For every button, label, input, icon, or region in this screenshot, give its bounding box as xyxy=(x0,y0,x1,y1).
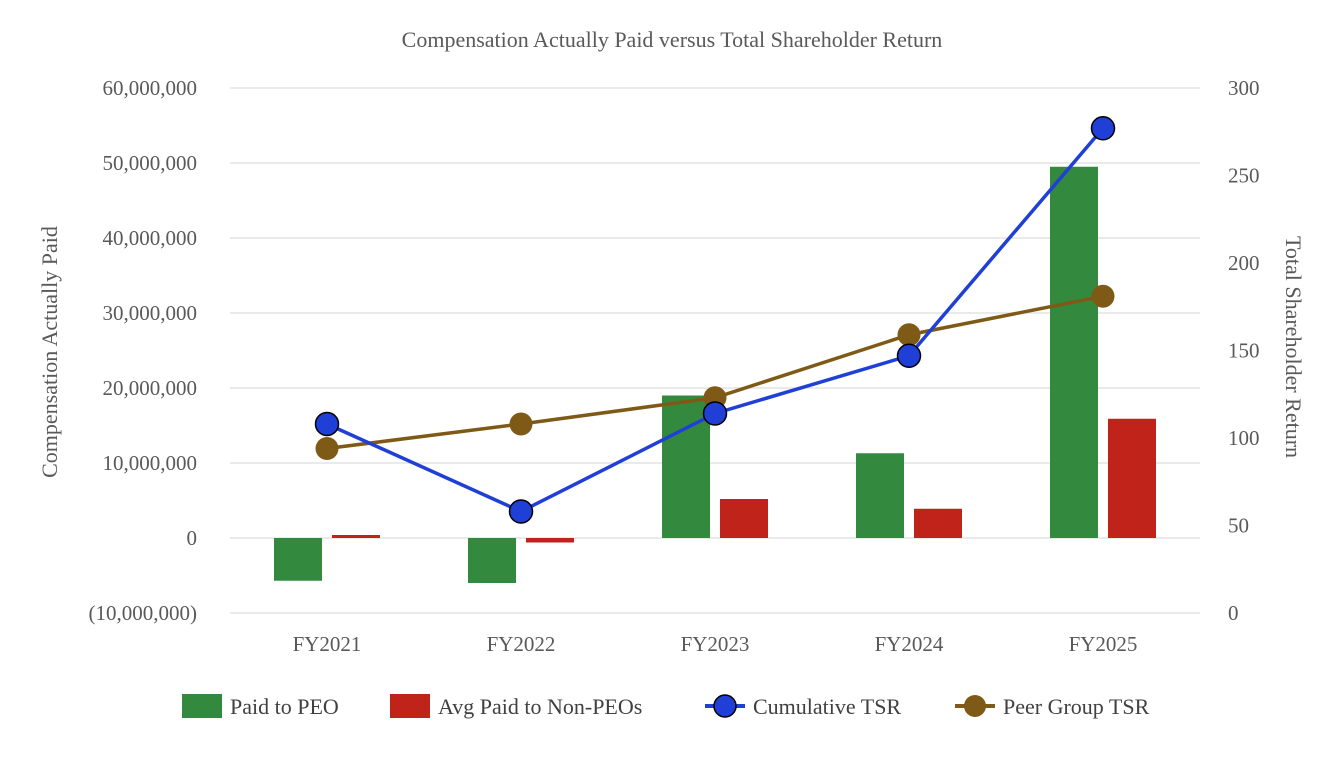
marker-cumulative-tsr xyxy=(702,401,728,426)
marker-cumulative-tsr xyxy=(314,411,340,437)
marker-cumulative-tsr xyxy=(1090,116,1116,141)
marker-peer-group-tsr xyxy=(1091,284,1115,308)
bar-paid-to-peo xyxy=(1050,166,1098,538)
bar-paid-to-peo xyxy=(662,395,710,538)
right-tick-label: 300 xyxy=(1228,76,1260,100)
legend-label-paid-to-peo: Paid to PEO xyxy=(230,694,339,719)
marker-cumulative-tsr xyxy=(896,343,922,368)
right-tick-label: 150 xyxy=(1228,339,1260,363)
right-axis-ticks: 300 250 200 150 100 50 0 xyxy=(1228,76,1260,625)
marker-cumulative-tsr xyxy=(508,499,534,524)
bar-avg-paid-to-non-peos xyxy=(1108,418,1156,538)
bar-avg-paid-to-non-peos xyxy=(526,538,574,543)
lines xyxy=(314,116,1116,524)
left-tick-label: 10,000,000 xyxy=(103,451,198,475)
marker-peer-group-tsr xyxy=(315,437,339,460)
right-tick-label: 200 xyxy=(1228,251,1260,275)
left-tick-label: (10,000,000) xyxy=(89,601,198,625)
legend-label-avg-paid-non-peos: Avg Paid to Non-PEOs xyxy=(438,694,642,719)
x-tick-label: FY2023 xyxy=(681,632,750,656)
bar-avg-paid-to-non-peos xyxy=(332,535,380,538)
right-axis-title: Total Shareholder Return xyxy=(1281,236,1306,458)
left-tick-label: 30,000,000 xyxy=(103,301,198,325)
bar-avg-paid-to-non-peos xyxy=(914,508,962,538)
left-axis-ticks: 60,000,000 50,000,000 40,000,000 30,000,000… xyxy=(89,76,198,625)
bar-avg-paid-to-non-peos xyxy=(720,499,768,538)
legend-marker-cumulative-tsr xyxy=(713,694,737,718)
x-tick-label: FY2024 xyxy=(875,632,944,656)
left-tick-label: 50,000,000 xyxy=(103,151,198,175)
chart-title: Compensation Actually Paid versus Total … xyxy=(402,27,943,52)
legend-label-cumulative-tsr: Cumulative TSR xyxy=(753,694,901,719)
left-tick-label: 20,000,000 xyxy=(103,376,198,400)
marker-peer-group-tsr xyxy=(897,323,921,347)
bar-paid-to-peo xyxy=(856,453,904,538)
left-tick-label: 60,000,000 xyxy=(103,76,198,100)
left-tick-label: 40,000,000 xyxy=(103,226,198,250)
right-tick-label: 100 xyxy=(1228,426,1260,450)
legend-marker-peer-group-tsr xyxy=(964,695,986,717)
legend: Paid to PEO Avg Paid to Non-PEOs Cumulat… xyxy=(182,694,1150,719)
legend-label-peer-group-tsr: Peer Group TSR xyxy=(1003,694,1150,719)
right-tick-label: 0 xyxy=(1228,601,1239,625)
left-tick-label: 0 xyxy=(187,526,198,550)
legend-swatch-avg-paid-non-peos xyxy=(390,694,430,718)
x-axis-ticks: FY2021 FY2022 FY2023 FY2024 FY2025 xyxy=(293,632,1138,656)
left-axis-title: Compensation Actually Paid xyxy=(37,226,62,478)
right-tick-label: 250 xyxy=(1228,164,1260,188)
bars xyxy=(274,166,1156,583)
marker-peer-group-tsr xyxy=(509,412,533,436)
x-tick-label: FY2025 xyxy=(1069,632,1138,656)
legend-swatch-paid-to-peo xyxy=(182,694,222,718)
x-tick-label: FY2022 xyxy=(487,632,556,656)
right-tick-label: 50 xyxy=(1228,514,1249,538)
x-tick-label: FY2021 xyxy=(293,632,362,656)
bar-paid-to-peo xyxy=(274,538,322,581)
bar-paid-to-peo xyxy=(468,538,516,583)
